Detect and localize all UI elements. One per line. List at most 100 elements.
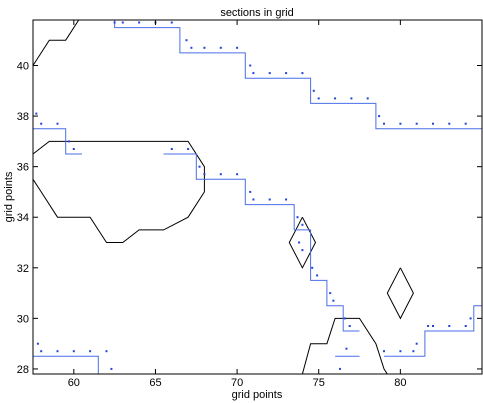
grid-point-17: [334, 97, 337, 100]
grid-point-39: [252, 198, 255, 201]
contour-line-3: [386, 267, 414, 320]
grid-point-20: [378, 115, 381, 118]
grid-point-51: [348, 325, 351, 327]
grid-point-46: [311, 266, 314, 269]
grid-point-10: [249, 64, 252, 67]
grid-point-19: [366, 97, 369, 100]
x-tick-label: 65: [149, 377, 161, 389]
grid-point-28: [40, 122, 43, 125]
y-tick-label: 34: [17, 212, 29, 224]
grid-point-1: [138, 21, 141, 24]
grid-point-33: [187, 148, 190, 150]
contour-line-4: [301, 317, 388, 374]
grid-point-0: [121, 21, 124, 24]
grid-point-66: [432, 325, 434, 327]
grid-point-37: [236, 173, 239, 176]
grid-point-25: [448, 122, 451, 125]
section-line-2: [163, 153, 360, 332]
grid-point-15: [312, 89, 315, 92]
grid-point-35: [203, 173, 206, 176]
grid-point-48: [329, 292, 332, 295]
grid-point-64: [415, 342, 418, 345]
grid-point-60: [339, 367, 341, 370]
grid-point-56: [89, 350, 92, 353]
chart-title: sections in grid: [220, 7, 293, 19]
grid-point-27: [35, 112, 38, 115]
grid-point-31: [72, 148, 75, 150]
x-tick-label: 60: [68, 377, 80, 389]
grid-point-53: [40, 350, 43, 353]
grid-point-12: [268, 72, 271, 75]
grid-point-13: [285, 72, 288, 75]
x-axis-label: grid points: [232, 389, 283, 401]
grid-point-65: [427, 325, 430, 327]
y-tick-label: 36: [17, 162, 29, 174]
grid-point-11: [252, 72, 255, 75]
section-line-5: [384, 305, 482, 357]
grid-point-62: [399, 350, 402, 353]
grid-point-22: [399, 122, 402, 125]
grid-point-54: [56, 350, 59, 353]
grid-point-38: [249, 190, 252, 193]
grid-point-59: [345, 347, 348, 350]
grid-point-61: [383, 350, 385, 353]
grid-point-16: [317, 97, 320, 100]
y-axis-ticks: 28 30 32 34 36 38 40: [17, 61, 482, 376]
y-tick-label: 30: [17, 313, 29, 325]
x-tick-label: 75: [313, 377, 325, 389]
contour-lines: [33, 20, 414, 374]
grid-point-21: [383, 122, 385, 125]
grid-point-36: [219, 173, 222, 176]
plot-area: [33, 20, 482, 374]
grid-point-42: [296, 216, 299, 219]
grid-point-52: [36, 342, 39, 345]
axes-box: [32, 19, 483, 375]
grid-point-32: [170, 148, 173, 150]
section-line-0: [114, 20, 482, 130]
y-tick-label: 32: [17, 263, 29, 275]
contour-line-1: [33, 140, 205, 243]
grid-point-45: [301, 249, 304, 252]
y-tick-label: 40: [17, 61, 29, 73]
grid-point-47: [316, 274, 319, 277]
grid-point-63: [412, 350, 415, 353]
grid-point-55: [72, 350, 75, 353]
grid-point-30: [67, 140, 70, 143]
grid-point-67: [448, 325, 451, 327]
grid-point-24: [432, 122, 434, 125]
grid-point-40: [268, 198, 271, 201]
grid-point-6: [190, 46, 193, 49]
grid-point-9: [236, 46, 239, 49]
grid-point-14: [301, 72, 304, 75]
grid-point-8: [219, 46, 222, 49]
section-line-3: [33, 355, 99, 374]
y-axis-label: grid points: [3, 171, 15, 222]
grid-point-49: [332, 299, 335, 302]
contour-line-0: [33, 20, 80, 66]
grid-point-68: [464, 325, 467, 327]
grid-point-18: [350, 97, 353, 100]
x-axis-ticks: 60 65 70 75 80: [68, 20, 406, 389]
y-tick-label: 28: [17, 364, 29, 376]
section-lines: [33, 20, 482, 374]
grid-point-58: [110, 367, 113, 370]
contour-line-2: [288, 216, 317, 269]
grid-point-23: [415, 122, 418, 125]
y-tick-label: 38: [17, 111, 29, 123]
grid-point-3: [170, 21, 173, 24]
grid-points: [35, 21, 472, 370]
grid-point-57: [105, 350, 108, 353]
grid-point-29: [56, 122, 59, 125]
grid-point-4: [113, 21, 116, 24]
x-tick-label: 80: [394, 377, 406, 389]
grid-point-43: [301, 223, 304, 226]
x-tick-label: 70: [231, 377, 243, 389]
grid-point-7: [203, 46, 206, 49]
grid-point-5: [185, 39, 188, 42]
grid-point-26: [464, 122, 467, 125]
grid-point-44: [298, 241, 301, 244]
grid-point-69: [469, 317, 472, 320]
section-line-1: [33, 128, 82, 155]
grid-point-50: [343, 317, 346, 320]
